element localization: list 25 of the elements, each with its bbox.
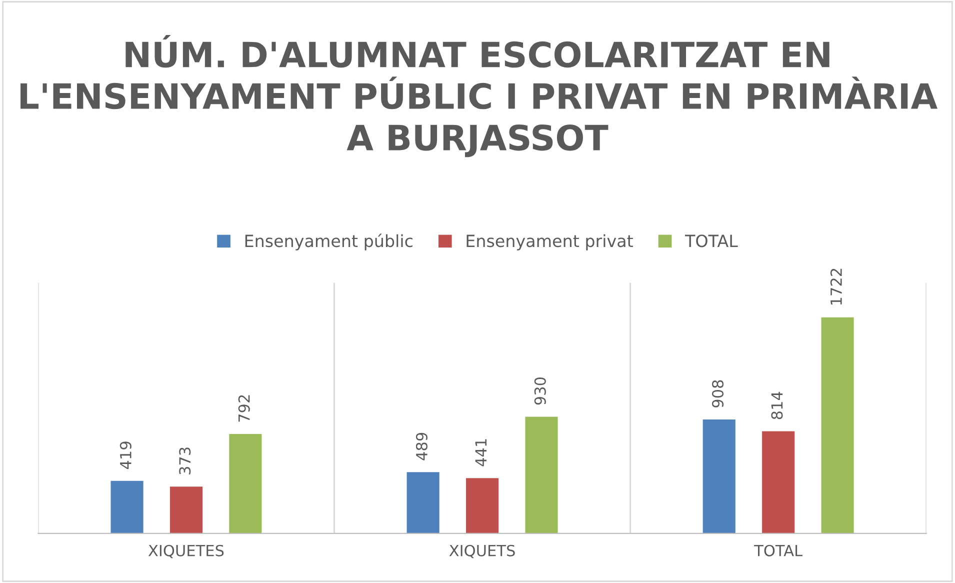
bar	[525, 416, 558, 534]
data-label: 814	[771, 392, 783, 420]
data-label: 489	[416, 432, 428, 460]
bar	[406, 472, 440, 534]
bar	[466, 478, 499, 534]
bar	[170, 486, 203, 534]
x-tick-label: XIQUETS	[449, 544, 515, 558]
data-label: 908	[712, 380, 724, 408]
data-label: 441	[475, 439, 486, 466]
bar	[821, 317, 854, 534]
data-label: 930	[534, 377, 546, 405]
data-label: 792	[238, 395, 250, 422]
bar	[702, 419, 736, 534]
legend-label: TOTAL	[684, 234, 738, 248]
bar	[762, 431, 795, 534]
x-tick-label: XIQUETES	[148, 544, 224, 558]
data-label: 419	[120, 442, 132, 469]
chart-title: NÚM. D'ALUMNAT ESCOLARITZAT EN L'ENSENYAMENT PÚBLIC I PRIVAT EN PRIMÀRIA A BURJASSOT	[20, 35, 938, 158]
data-label: 373	[179, 448, 191, 474]
legend-label: Ensenyament privat	[466, 234, 633, 250]
x-tick-label: TOTAL	[754, 544, 802, 556]
bar	[229, 434, 262, 534]
bar	[110, 480, 144, 534]
legend-label: Ensenyament públic	[245, 234, 412, 250]
data-label: 1722	[830, 268, 842, 305]
